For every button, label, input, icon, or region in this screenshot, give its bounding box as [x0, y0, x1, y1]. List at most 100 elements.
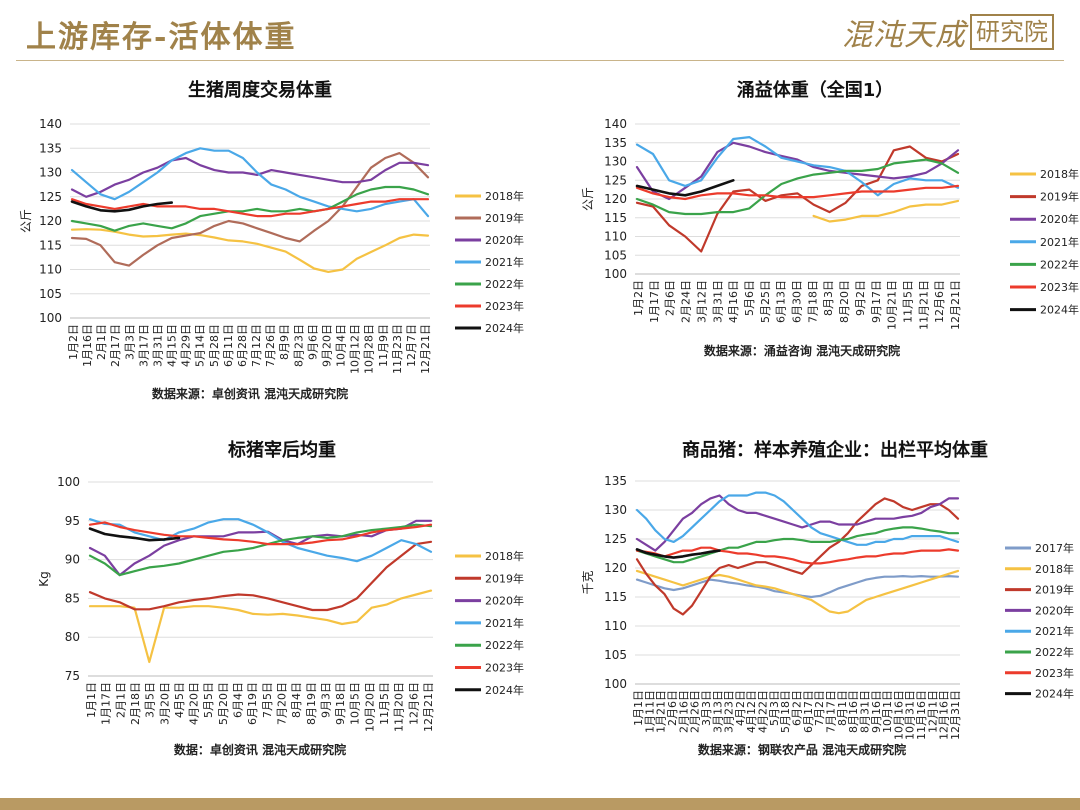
chart-panel-yongyi-weight: 涌益体重（全国1） 100 105 110 115 120 125 130 135 140 公斤 1月… — [540, 70, 1080, 410]
x-tick-label: 12月21日 — [419, 324, 432, 374]
series-line — [635, 158, 960, 216]
x-tick-label: 1月17日 — [100, 682, 113, 725]
x-tick-label: 3月13日 — [711, 690, 724, 733]
x-tick-label: 11月5日 — [378, 682, 391, 725]
x-tick-label: 8月16日 — [847, 690, 860, 733]
series-line — [88, 589, 433, 664]
x-tick-label: 10月31日 — [904, 690, 917, 740]
x-tick-label: 11月23日 — [391, 324, 404, 374]
x-tick-label: 3月3日 — [123, 324, 136, 360]
y-axis-label: Kg — [37, 571, 51, 587]
x-tick-label: 9月6日 — [306, 324, 319, 360]
chart-title: 标猪宰后均重 — [227, 439, 336, 461]
page-title: 上游库存-活体体重 — [26, 20, 297, 55]
series-line — [635, 526, 960, 564]
x-tick-label: 1月16日 — [81, 324, 94, 367]
x-tick-label: 4月29日 — [180, 324, 193, 367]
x-tick-label: 10月28日 — [363, 324, 376, 374]
y-tick-label: 130 — [39, 166, 62, 180]
x-tick-label: 2月6日 — [666, 690, 679, 726]
x-tick-label: 7月18日 — [806, 280, 819, 323]
x-tick-label: 12月21日 — [949, 280, 962, 330]
x-tick-label: 10月20日 — [363, 682, 376, 732]
x-tick-label: 12月21日 — [422, 682, 435, 732]
x-tick-label: 7月26日 — [264, 324, 277, 367]
chart-panel-carcass-weight: 标猪宰后均重 75 80 85 90 95 100 Kg 1月1日 1月17日 2月1日 2月18日 3… — [0, 430, 540, 770]
y-tick-label: 125 — [39, 190, 62, 204]
legend-label: 2024年 — [485, 321, 524, 335]
x-tick-label: 4月5日 — [173, 682, 186, 718]
y-tick-label: 115 — [39, 238, 62, 252]
y-tick-label: 85 — [65, 591, 80, 605]
y-tick-label: 135 — [604, 136, 627, 150]
x-tick-label: 8月20日 — [838, 280, 851, 323]
legend-label: 2020年 — [485, 594, 524, 608]
legend-label: 2023年 — [485, 661, 524, 675]
legend-label: 2021年 — [485, 255, 524, 269]
x-tick-label: 7月20日 — [275, 682, 288, 725]
series-line — [70, 228, 430, 273]
legend-label: 2024年 — [1035, 687, 1074, 701]
y-tick-label: 120 — [604, 192, 627, 206]
series-line — [70, 156, 430, 198]
x-tick-label: 2月1日 — [95, 324, 108, 360]
x-tick-label: 4月15日 — [166, 324, 179, 367]
footer-bar — [0, 798, 1080, 810]
y-tick-label: 105 — [604, 248, 627, 262]
x-tick-label: 5月3日 — [768, 690, 781, 726]
legend-label: 2019年 — [485, 571, 524, 585]
source-note: 数据：卓创资讯 混沌天成研究院 — [174, 742, 346, 757]
legend-label: 2020年 — [1040, 212, 1079, 226]
y-tick-label: 75 — [65, 669, 80, 683]
x-tick-label: 8月19日 — [305, 682, 318, 725]
x-tick-label: 1月2日 — [632, 280, 645, 316]
y-tick-label: 110 — [604, 619, 627, 633]
chart-title: 生猪周度交易体重 — [188, 79, 332, 101]
legend-label: 2018年 — [1035, 562, 1074, 576]
y-tick-label: 110 — [604, 230, 627, 244]
legend-label: 2023年 — [485, 299, 524, 313]
x-tick-label: 2月16日 — [677, 690, 690, 733]
x-tick-label: 2月1日 — [114, 682, 127, 718]
x-tick-label: 12月16日 — [938, 690, 951, 740]
x-tick-label: 9月2日 — [854, 280, 867, 316]
series-line — [88, 523, 433, 577]
legend-label: 2020年 — [485, 233, 524, 247]
legend-label: 2017年 — [1035, 541, 1074, 555]
source-note: 数据来源：涌益咨询 混沌天成研究院 — [704, 343, 900, 358]
legend-label: 2021年 — [1040, 235, 1079, 249]
y-axis-label: 公斤 — [19, 209, 33, 233]
x-tick-label: 6月30日 — [791, 280, 804, 323]
legend-label: 2018年 — [485, 549, 524, 563]
legend-label: 2019年 — [1035, 583, 1074, 597]
chart-title: 涌益体重（全国1） — [737, 79, 894, 101]
x-tick-label: 9月20日 — [320, 324, 333, 367]
x-tick-label: 11月16日 — [915, 690, 928, 740]
y-tick-label: 135 — [39, 141, 62, 155]
series-line — [70, 185, 430, 232]
series-line — [70, 152, 430, 267]
series-line — [88, 527, 181, 542]
y-tick-label: 100 — [604, 677, 627, 691]
y-tick-label: 100 — [39, 311, 62, 325]
x-tick-label: 4月16日 — [727, 280, 740, 323]
series-line — [635, 569, 960, 615]
legend-label: 2019年 — [1040, 190, 1079, 204]
x-tick-label: 5月6日 — [743, 280, 756, 316]
y-tick-label: 115 — [604, 211, 627, 225]
x-tick-label: 11月9日 — [377, 324, 390, 367]
x-tick-label: 3月12日 — [695, 280, 708, 323]
chart-sample-weight: 商品猪：样本养殖企业：出栏平均体重 100 105 110 115 120 125 130 13… — [581, 439, 1074, 757]
x-tick-label: 7月17日 — [824, 690, 837, 733]
x-tick-label: 10月1日 — [881, 690, 894, 733]
x-tick-label: 7月12日 — [250, 324, 263, 367]
legend-label: 2023年 — [1035, 666, 1074, 680]
y-tick-label: 105 — [604, 648, 627, 662]
x-tick-label: 8月3日 — [822, 280, 835, 316]
y-tick-label: 100 — [57, 475, 80, 489]
brand-name: 混沌天成 — [842, 18, 966, 53]
x-tick-label: 5月14日 — [194, 324, 207, 367]
x-tick-label: 8月1日 — [836, 690, 849, 726]
x-tick-label: 2月18日 — [129, 682, 142, 725]
